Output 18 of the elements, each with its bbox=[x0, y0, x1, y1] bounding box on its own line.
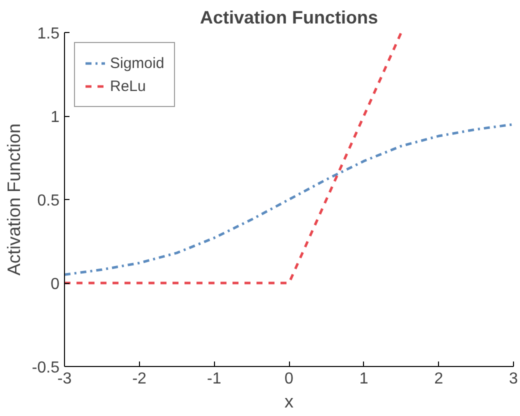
x-tick-label: 3 bbox=[509, 370, 518, 388]
legend-label: ReLu bbox=[110, 78, 146, 94]
y-tick-label: 1 bbox=[50, 109, 60, 126]
y-tick-label: 1.5 bbox=[37, 26, 60, 42]
y-tick-label: 0 bbox=[50, 276, 60, 293]
y-tick-label: -0.5 bbox=[32, 360, 60, 376]
y-tick-label: 0.5 bbox=[37, 192, 60, 210]
y-axis-title: Activation Function bbox=[4, 123, 24, 276]
line-series bbox=[64, 123, 514, 276]
x-tick-label: -1 bbox=[207, 370, 222, 388]
x-axis-title: x bbox=[284, 392, 294, 412]
x-tick-label: 1 bbox=[359, 370, 368, 388]
x-tick-label: -3 bbox=[57, 370, 72, 388]
x-tick-label: -2 bbox=[132, 370, 147, 388]
x-tick-label: 0 bbox=[284, 370, 294, 388]
legend-label: Sigmoid bbox=[110, 54, 164, 72]
chart-title: Activation Functions bbox=[200, 8, 378, 28]
x-tick-label: 2 bbox=[434, 370, 444, 388]
